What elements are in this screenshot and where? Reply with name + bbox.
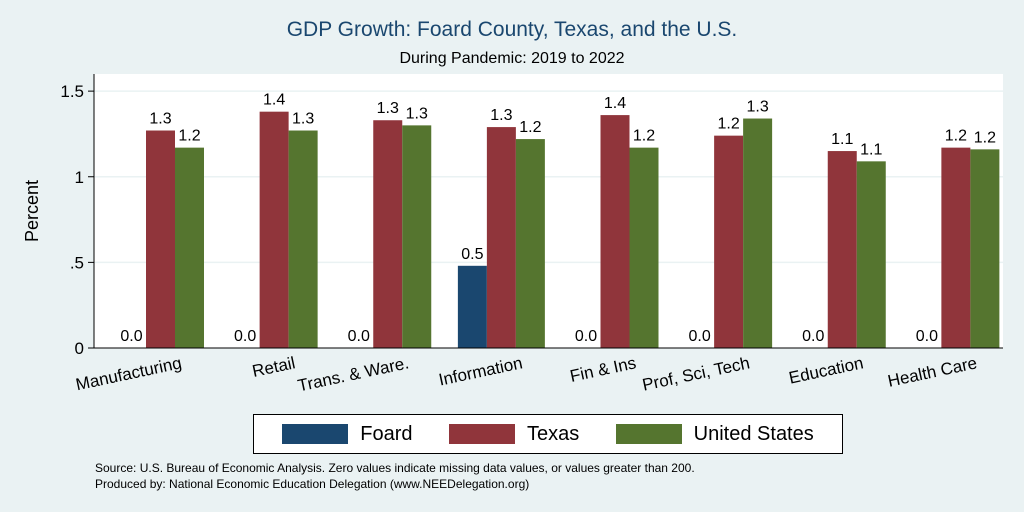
y-tick-label: 1.5 (60, 82, 84, 101)
data-label-foard-trans-ware: 0.0 (348, 328, 370, 345)
bar-united-states-education (856, 161, 886, 348)
data-label-texas-trans-ware: 1.3 (377, 100, 399, 117)
chart-subtitle: During Pandemic: 2019 to 2022 (399, 50, 625, 67)
x-tick-label-fin-ins: Fin & Ins (568, 353, 638, 386)
x-tick-label-retail: Retail (250, 353, 296, 381)
bar-texas-trans-ware (373, 120, 403, 348)
bar-texas-information (486, 127, 516, 349)
y-axis-label: Percent (22, 180, 42, 242)
legend-item-foard: Foard (282, 423, 412, 446)
chart-title: GDP Growth: Foard County, Texas, and the… (286, 18, 738, 41)
data-label-united-states-retail: 1.3 (292, 111, 314, 128)
bar-united-states-manufacturing (175, 147, 204, 348)
bar-united-states-trans-ware (402, 125, 432, 348)
data-label-united-states-prof-sci-tech: 1.3 (747, 99, 769, 116)
data-label-foard-education: 0.0 (802, 328, 824, 345)
bar-texas-fin-ins (600, 115, 630, 348)
data-label-foard-health-care: 0.0 (916, 328, 938, 345)
data-label-foard-manufacturing: 0.0 (120, 328, 142, 345)
bar-texas-education (827, 151, 857, 348)
bar-united-states-health-care (970, 149, 1000, 348)
bar-texas-prof-sci-tech (714, 135, 744, 348)
data-label-texas-information: 1.3 (490, 107, 512, 124)
legend-label-texas: Texas (526, 422, 580, 445)
bar-texas-retail (259, 111, 289, 348)
bar-texas-health-care (941, 147, 971, 348)
data-label-united-states-information: 1.2 (519, 119, 541, 136)
legend-swatch-foard (282, 424, 349, 444)
data-label-united-states-trans-ware: 1.3 (406, 105, 428, 122)
data-label-foard-information: 0.5 (461, 246, 483, 263)
legend-label-foard: Foard (360, 422, 413, 445)
bar-texas-manufacturing (146, 130, 175, 348)
data-label-united-states-fin-ins: 1.2 (633, 128, 655, 145)
data-label-texas-fin-ins: 1.4 (604, 95, 626, 112)
data-label-texas-retail: 1.4 (263, 92, 285, 109)
source-note: Source: U.S. Bureau of Economic Analysis… (95, 461, 695, 475)
data-label-texas-prof-sci-tech: 1.2 (718, 116, 740, 133)
legend-swatch-united-states (615, 424, 682, 444)
legend-swatch-texas (448, 424, 515, 444)
data-label-foard-prof-sci-tech: 0.0 (689, 328, 711, 345)
data-label-texas-manufacturing: 1.3 (149, 111, 171, 128)
data-label-texas-education: 1.1 (831, 131, 853, 148)
legend-item-texas: Texas (448, 422, 580, 446)
data-label-texas-health-care: 1.2 (945, 128, 967, 145)
x-tick-label-health-care: Health Care (886, 353, 979, 390)
producer-note: Produced by: National Economic Education… (95, 477, 530, 491)
x-tick-label-prof-sci-tech: Prof, Sci, Tech (641, 353, 752, 394)
y-tick-label: .5 (70, 253, 84, 272)
x-tick-label-manufacturing: Manufacturing (74, 353, 183, 394)
bar-united-states-retail (288, 130, 318, 348)
data-label-foard-retail: 0.0 (234, 328, 256, 345)
data-label-united-states-health-care: 1.2 (974, 129, 996, 146)
bar-united-states-fin-ins (629, 147, 659, 348)
x-tick-label-education: Education (787, 353, 865, 387)
data-label-foard-fin-ins: 0.0 (575, 328, 597, 345)
legend: Foard Texas United States (253, 414, 843, 454)
bar-united-states-prof-sci-tech (743, 118, 773, 349)
bar-foard-information (457, 265, 487, 348)
legend-item-united-states: United States (615, 422, 814, 446)
y-tick-label: 1 (75, 168, 84, 187)
bar-united-states-information (515, 139, 545, 348)
y-tick-label: 0 (75, 339, 84, 358)
legend-label-united-states: United States (693, 422, 814, 445)
data-label-united-states-education: 1.1 (860, 141, 882, 158)
x-tick-label-information: Information (437, 353, 524, 389)
data-label-united-states-manufacturing: 1.2 (178, 128, 200, 145)
x-tick-label-trans-ware: Trans. & Ware. (296, 353, 411, 395)
